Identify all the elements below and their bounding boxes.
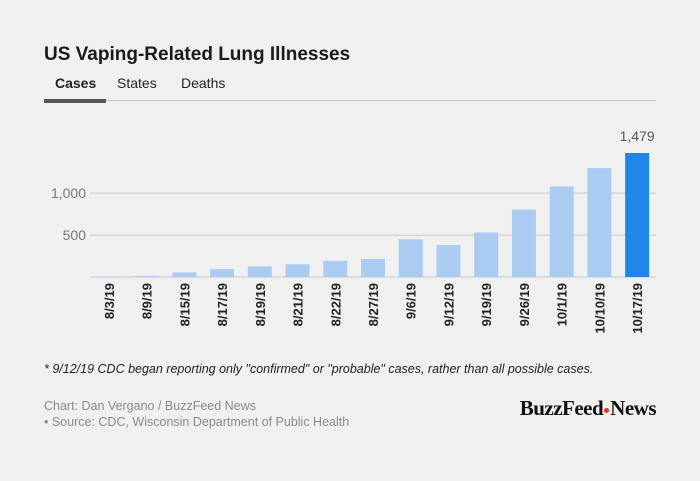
x-tick-label: 8/9/19 — [140, 283, 155, 319]
label-layer: 500 1,000 8/3/19 8/9/19 8/15/19 8/17/19 8/19/1… — [51, 128, 655, 334]
bar-layer — [96, 153, 650, 278]
bar — [436, 245, 461, 277]
active-tab-indicator — [44, 99, 106, 103]
x-tick-label: 8/19/19 — [253, 283, 268, 326]
x-tick-label: 9/19/19 — [479, 283, 494, 326]
x-tick-label: 10/10/19 — [592, 283, 607, 334]
tab-states[interactable]: States — [117, 75, 157, 91]
x-tick-label: 8/3/19 — [102, 283, 117, 319]
bar — [587, 168, 612, 277]
bar — [247, 266, 272, 277]
y-tick-label: 1,000 — [51, 185, 86, 201]
bar — [134, 275, 159, 277]
chart-credit: Chart: Dan Vergano / BuzzFeed News — [44, 399, 256, 413]
logo-text-left: BuzzFeed — [519, 396, 604, 420]
y-tick-label: 500 — [63, 227, 87, 243]
x-tick-label: 10/17/19 — [630, 283, 645, 334]
buzzfeed-news-logo: BuzzFeed News — [519, 396, 657, 421]
bar — [511, 209, 536, 277]
bar — [285, 264, 310, 277]
bar — [398, 239, 423, 277]
logo-text-right: News — [610, 396, 656, 420]
x-tick-label: 9/12/19 — [441, 283, 456, 326]
bar — [96, 276, 121, 278]
x-tick-label: 9/6/19 — [404, 283, 419, 319]
logo-dot-icon — [604, 407, 610, 413]
bar — [361, 258, 385, 277]
x-tick-label: 8/21/19 — [291, 283, 306, 326]
x-tick-label: 8/15/19 — [177, 283, 192, 326]
x-tick-label: 9/26/19 — [517, 283, 532, 326]
x-tick-label: 8/22/19 — [328, 283, 343, 326]
x-tick-label: 8/27/19 — [366, 283, 381, 326]
bar — [474, 232, 499, 277]
tab-deaths[interactable]: Deaths — [181, 75, 226, 91]
tab-cases[interactable]: Cases — [55, 75, 97, 91]
tab-bar: Cases States Deaths — [44, 74, 656, 103]
source-credit: • Source: CDC, Wisconsin Department of P… — [44, 415, 350, 429]
data-label: 1,479 — [620, 128, 655, 144]
bar — [549, 186, 574, 277]
bar — [172, 272, 197, 277]
x-tick-label: 10/1/19 — [555, 283, 570, 326]
footnote: * 9/12/19 CDC began reporting only "conf… — [44, 362, 594, 376]
chart-title: US Vaping-Related Lung Illnesses — [44, 44, 351, 65]
bar — [210, 269, 235, 277]
bar-chart: 500 1,000 8/3/19 8/9/19 8/15/19 8/17/19 8/19/1… — [51, 128, 656, 334]
x-tick-label: 8/17/19 — [215, 283, 230, 326]
bar — [323, 260, 348, 277]
bar — [625, 153, 650, 277]
